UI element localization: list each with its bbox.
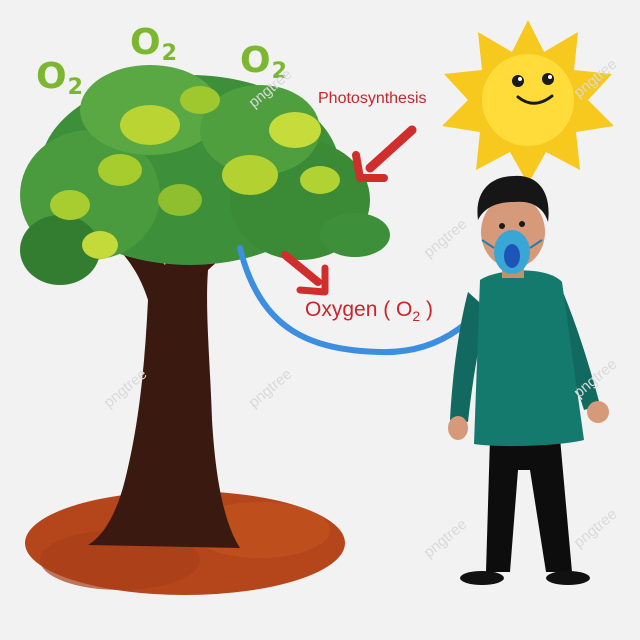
- right-hand: [587, 401, 609, 423]
- person-hair: [477, 175, 549, 222]
- o2-base: O: [36, 56, 68, 97]
- sun-right-eye: [542, 73, 554, 85]
- tree-icon: [20, 65, 390, 548]
- oxygen-mask-icon: [481, 230, 543, 274]
- o2-sub: 2: [271, 59, 288, 84]
- oxygen-label-sub: 2: [412, 308, 421, 324]
- person-right-eye: [519, 221, 525, 227]
- sun-left-eye: [512, 75, 524, 87]
- photosynthesis-arrow-icon: [352, 125, 417, 182]
- sun-smile: [516, 94, 554, 105]
- left-hand: [448, 416, 468, 440]
- tree-canopy: [20, 65, 390, 285]
- oxygen-arrow-icon: [281, 251, 329, 296]
- sun-icon: [442, 20, 614, 184]
- person-icon: [448, 175, 609, 585]
- o2-base: O: [240, 40, 272, 81]
- tree-trunk: [88, 205, 262, 548]
- person-pants: [486, 438, 572, 572]
- o2-sub: 2: [161, 41, 178, 66]
- o2-mark-2: O2: [130, 22, 178, 66]
- oxygen-label-prefix: Oxygen ( O: [305, 298, 413, 321]
- o2-mark-1: O2: [36, 56, 84, 100]
- left-shoe: [460, 571, 504, 585]
- person-left-eye: [499, 223, 505, 229]
- person-shirt: [474, 270, 584, 447]
- o2-base: O: [130, 22, 162, 63]
- oxygen-label-suffix: ): [420, 298, 433, 321]
- photosynthesis-label: Photosynthesis: [318, 90, 427, 107]
- oxygen-label: Oxygen ( O2 ): [305, 298, 433, 324]
- o2-mark-3: O2: [240, 40, 288, 84]
- o2-sub: 2: [67, 75, 84, 100]
- right-shoe: [546, 571, 590, 585]
